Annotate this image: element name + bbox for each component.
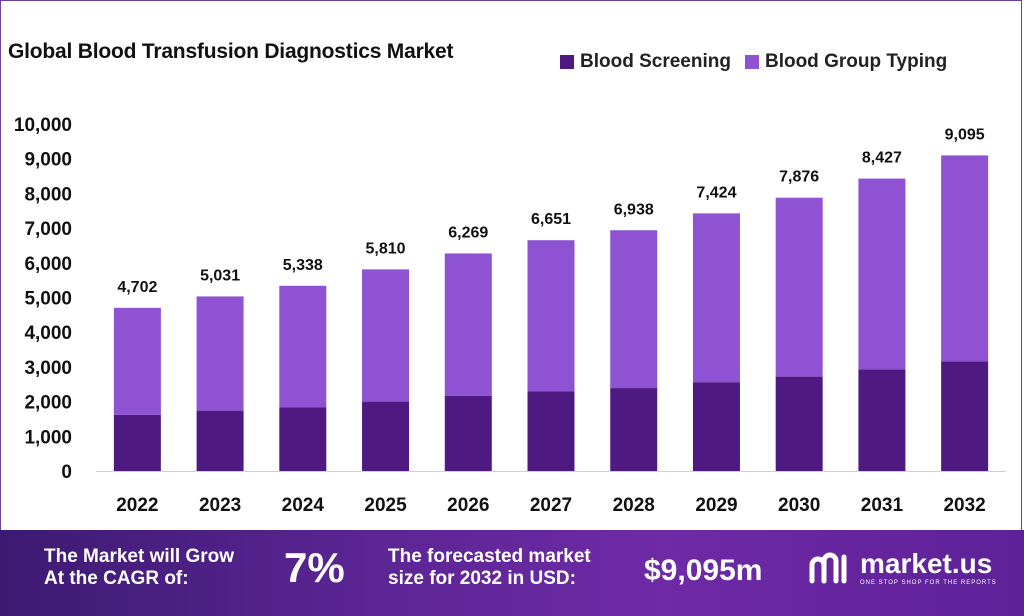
cagr-label: The Market will Grow At the CAGR of: <box>44 546 234 590</box>
legend-label-blood-screening: Blood Screening <box>580 51 731 72</box>
y-tick-label: 10,000 <box>14 115 72 136</box>
legend-item-blood-group-typing: Blood Group Typing <box>744 51 948 73</box>
y-tick-label: 3,000 <box>24 358 72 379</box>
y-tick-label: 8,000 <box>24 184 72 205</box>
bar-blood-screening <box>527 391 575 471</box>
legend-label-blood-group-typing: Blood Group Typing <box>764 51 948 72</box>
cagr-label-line2: At the CAGR of: <box>44 568 189 589</box>
footer-banner: The Market will Grow At the CAGR of: 7% … <box>0 530 1024 616</box>
forecast-label-line1: The forecasted market <box>388 546 591 567</box>
bar-blood-group-typing <box>444 253 492 396</box>
y-tick-label: 9,000 <box>24 150 72 171</box>
x-tick-label: 2026 <box>447 495 489 516</box>
bar-blood-screening <box>196 410 244 471</box>
bar-blood-group-typing <box>362 269 410 402</box>
x-tick-label: 2030 <box>778 495 820 516</box>
bar-chart: 0 1,000 2,000 3,000 4,000 5,000 6,000 7,000 8,00… <box>14 115 1006 516</box>
bar-blood-group-typing <box>610 230 658 389</box>
cagr-label-line1: The Market will Grow <box>44 546 235 567</box>
y-tick-label: 2,000 <box>24 393 72 414</box>
legend-item-blood-screening: Blood Screening <box>560 51 731 73</box>
bar-blood-group-typing <box>196 296 244 411</box>
bar-blood-screening <box>775 376 823 471</box>
bar-blood-group-typing <box>941 155 989 362</box>
data-label-total: 8,427 <box>862 150 902 167</box>
y-tick-label: 6,000 <box>24 254 72 275</box>
x-tick-label: 2024 <box>282 495 325 516</box>
bar-blood-screening <box>610 388 658 471</box>
y-tick-label: 5,000 <box>24 289 72 310</box>
cagr-value: 7% <box>284 544 345 591</box>
y-tick-label: 4,000 <box>24 323 72 344</box>
forecast-label-line2: size for 2032 in USD: <box>388 568 576 589</box>
data-label-total: 5,338 <box>283 257 323 274</box>
bar-blood-screening <box>279 407 327 471</box>
x-tick-label: 2022 <box>116 495 158 516</box>
legend: Blood Screening Blood Group Typing <box>560 51 961 73</box>
data-label-total: 7,424 <box>696 184 736 201</box>
data-label-total: 5,810 <box>366 240 406 257</box>
bar-blood-group-typing <box>775 197 823 377</box>
data-label-total: 4,702 <box>117 279 157 296</box>
bar-blood-group-typing <box>858 178 906 370</box>
bar-blood-group-typing <box>113 307 161 415</box>
forecast-value: $9,095m <box>644 554 763 587</box>
data-label-total: 9,095 <box>945 126 985 143</box>
x-tick-label: 2025 <box>364 495 407 516</box>
legend-swatch-blood-screening <box>560 55 574 69</box>
y-tick-label: 7,000 <box>24 219 72 240</box>
data-label-total: 6,651 <box>531 211 571 228</box>
brand-tagline: ONE STOP SHOP FOR THE REPORTS <box>860 580 997 586</box>
y-tick-label: 0 <box>61 462 72 483</box>
x-tick-label: 2031 <box>861 495 904 516</box>
bar-blood-screening <box>941 361 989 471</box>
market-us-logo-icon <box>809 552 847 584</box>
bar-blood-group-typing <box>527 240 575 392</box>
brand-logo: market.us ONE STOP SHOP FOR THE REPORTS <box>808 550 997 586</box>
bar-blood-screening <box>444 395 492 471</box>
x-tick-label: 2028 <box>613 495 655 516</box>
legend-swatch-blood-group-typing <box>744 55 759 69</box>
x-tick-label: 2032 <box>943 495 985 516</box>
y-tick-label: 1,000 <box>24 427 72 448</box>
data-label-total: 6,938 <box>614 201 654 218</box>
x-tick-label: 2027 <box>530 495 572 516</box>
bar-blood-screening <box>692 382 740 471</box>
bar-blood-group-typing <box>692 213 740 383</box>
chart-title: Global Blood Transfusion Diagnostics Mar… <box>8 40 454 63</box>
brand-name: market.us <box>860 548 993 579</box>
data-label-total: 7,876 <box>779 169 819 186</box>
forecast-label: The forecasted market size for 2032 in U… <box>388 546 591 590</box>
bar-blood-screening <box>858 369 906 471</box>
x-tick-label: 2029 <box>695 495 737 516</box>
bar-blood-screening <box>113 414 161 471</box>
bar-blood-group-typing <box>279 285 327 408</box>
data-label-total: 6,269 <box>448 224 488 241</box>
bar-blood-screening <box>362 401 410 471</box>
x-tick-label: 2023 <box>199 495 241 516</box>
data-label-total: 5,031 <box>200 267 240 284</box>
